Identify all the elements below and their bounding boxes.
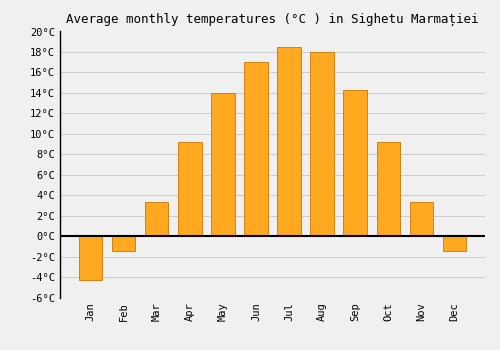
Bar: [442, 236, 466, 251]
Bar: [178, 142, 202, 236]
Bar: [244, 62, 268, 236]
Bar: [112, 236, 136, 251]
Bar: [410, 202, 432, 236]
Title: Average monthly temperatures (°C ) in Sighetu Marmației: Average monthly temperatures (°C ) in Si…: [66, 13, 479, 26]
Bar: [278, 47, 300, 236]
Bar: [310, 52, 334, 236]
Bar: [376, 142, 400, 236]
Bar: [146, 202, 169, 236]
Bar: [80, 236, 102, 280]
Bar: [212, 93, 234, 236]
Bar: [344, 90, 366, 236]
